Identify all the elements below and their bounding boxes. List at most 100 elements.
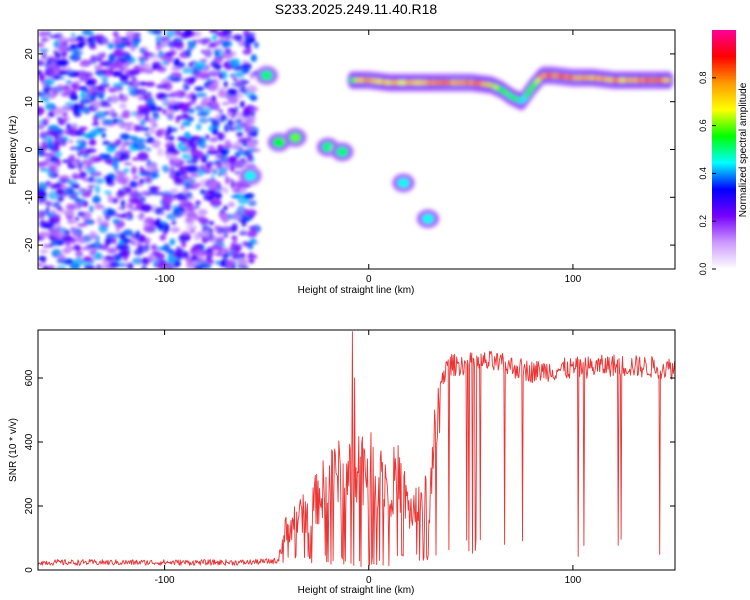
noise-blob <box>54 213 61 222</box>
heatmap-feature <box>336 146 349 157</box>
noise-blob <box>38 60 45 67</box>
noise-blob <box>129 180 139 189</box>
noise-blob <box>214 252 224 257</box>
noise-blob <box>71 83 78 89</box>
noise-blob <box>109 94 119 104</box>
noise-blob <box>38 212 43 217</box>
noise-blob <box>173 177 184 185</box>
noise-blob <box>162 93 175 98</box>
noise-blob <box>57 196 64 202</box>
noise-blob <box>42 37 50 42</box>
noise-blob <box>115 174 126 184</box>
noise-blob <box>174 260 181 268</box>
noise-blob <box>234 152 241 159</box>
noise-blob <box>38 70 43 74</box>
noise-blob <box>246 128 257 132</box>
x-tick-label: -100 <box>155 274 175 285</box>
noise-blob <box>161 99 168 104</box>
noise-blob <box>38 91 41 97</box>
noise-blob <box>77 188 87 193</box>
x-tick-label: 100 <box>565 274 582 285</box>
noise-blob <box>45 206 51 215</box>
noise-blob <box>220 114 227 118</box>
noise-blob <box>190 155 199 164</box>
colorbar-ticks: 0.0 0.2 0.4 0.6 0.8 <box>698 72 716 275</box>
noise-blob <box>53 59 66 67</box>
noise-blob <box>253 41 259 49</box>
noise-blob <box>86 166 94 170</box>
noise-blob <box>243 107 251 114</box>
noise-blob <box>89 205 94 213</box>
noise-blob <box>246 209 257 217</box>
noise-blob <box>87 176 95 183</box>
noise-blob <box>38 199 43 205</box>
noise-blob <box>147 30 159 34</box>
noise-blob <box>208 259 215 264</box>
noise-blob <box>186 225 198 231</box>
noise-blob <box>138 81 147 86</box>
noise-blob <box>169 262 175 267</box>
noise-blob <box>45 102 55 111</box>
noise-blob <box>124 125 133 132</box>
noise-blob <box>59 210 69 214</box>
colorbar-gradient <box>712 30 736 269</box>
noise-blob <box>45 115 51 123</box>
noise-blob <box>116 253 125 257</box>
noise-blob <box>234 181 245 189</box>
noise-blob <box>75 249 83 259</box>
noise-blob <box>204 229 210 238</box>
noise-blob <box>65 80 73 85</box>
noise-blob <box>76 223 88 227</box>
noise-blob <box>68 139 74 144</box>
noise-blob <box>120 199 126 208</box>
heatmap-feature <box>321 142 334 153</box>
noise-blob <box>147 165 157 171</box>
noise-blob <box>139 178 145 185</box>
noise-blob <box>120 151 130 161</box>
noise-blob <box>53 249 61 256</box>
noise-blob <box>70 32 76 38</box>
noise-blob <box>43 152 55 157</box>
noise-blob <box>89 171 102 178</box>
noise-blob <box>182 67 191 74</box>
noise-blob <box>85 80 95 87</box>
noise-blob <box>39 191 48 198</box>
noise-blob <box>162 164 170 174</box>
noise-blob <box>231 222 238 232</box>
noise-blob <box>219 116 229 120</box>
noise-blob <box>115 170 128 177</box>
noise-blob <box>123 53 132 62</box>
noise-blob <box>191 178 196 184</box>
noise-blob <box>149 185 158 195</box>
noise-blob <box>203 48 213 58</box>
y-tick-label: 600 <box>24 369 35 386</box>
noise-blob <box>103 190 112 195</box>
noise-blob <box>146 97 155 106</box>
y-tick-label: 0 <box>24 146 35 152</box>
noise-blob <box>82 154 90 159</box>
noise-blob <box>173 209 182 217</box>
noise-blob <box>170 193 177 201</box>
noise-blob <box>160 246 170 251</box>
noise-blob <box>69 44 77 50</box>
noise-blob <box>101 132 106 139</box>
noise-blob <box>106 42 114 49</box>
noise-blob <box>192 39 197 45</box>
noise-blob <box>38 106 45 115</box>
noise-blob <box>73 232 79 238</box>
noise-blob <box>229 73 236 78</box>
noise-blob <box>162 108 167 115</box>
noise-blob <box>52 91 59 97</box>
x-tick-label: 100 <box>565 575 582 586</box>
noise-blob <box>113 49 122 58</box>
noise-blob <box>171 128 177 132</box>
noise-blob <box>194 61 207 70</box>
noise-blob <box>137 245 150 253</box>
noise-blob <box>55 188 65 196</box>
noise-blob <box>218 236 225 245</box>
noise-blob <box>73 244 81 250</box>
noise-blob <box>192 182 197 186</box>
heatmap-features <box>238 65 674 229</box>
noise-blob <box>173 157 181 164</box>
